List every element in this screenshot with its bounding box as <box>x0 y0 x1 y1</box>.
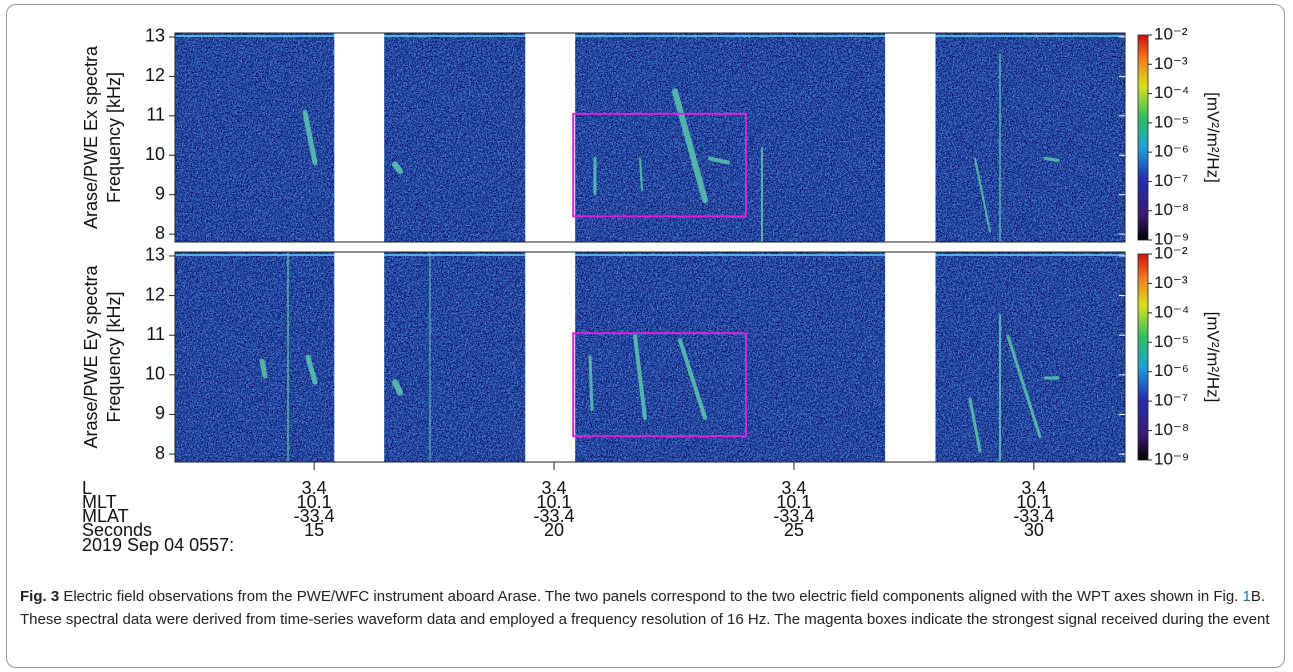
x-annotation-value: 25 <box>784 520 804 540</box>
y-axis-label: Frequency [kHz] <box>104 72 124 203</box>
colorbar-label: [mV²/m²/Hz] <box>1204 92 1223 183</box>
data-gap <box>334 33 384 243</box>
y-tick-label: 13 <box>145 26 165 46</box>
y-tick-label: 9 <box>155 403 165 423</box>
colorbar-label: [mV²/m²/Hz] <box>1204 312 1223 403</box>
y-tick-label: 12 <box>145 65 165 85</box>
colorbar-tick-label: 10⁻³ <box>1154 273 1188 292</box>
colorbar-tick-label: 10⁻³ <box>1154 54 1188 73</box>
colorbar-tick-label: 10⁻² <box>1154 24 1188 43</box>
colorbar-tick-label: 10⁻⁷ <box>1154 391 1188 410</box>
y-tick-label: 11 <box>146 324 165 344</box>
caption-text: Electric field observations from the PWE… <box>59 588 1242 605</box>
caption: Fig. 3 Electric field observations from … <box>20 585 1270 631</box>
y-tick-label: 12 <box>145 284 165 304</box>
colorbar-tick-label: 10⁻⁴ <box>1154 302 1189 321</box>
y-tick-label: 8 <box>155 223 165 243</box>
spectrogram-noise <box>175 33 1125 242</box>
data-gap <box>885 33 935 243</box>
spectrogram-noise <box>175 252 1125 462</box>
y-axis-label: Frequency [kHz] <box>104 291 124 422</box>
signal-streak <box>262 361 265 376</box>
y-tick-label: 11 <box>146 105 165 125</box>
colorbar-tick-label: 10⁻⁵ <box>1154 332 1189 351</box>
signal-streak <box>590 357 592 410</box>
colorbar-tick-label: 10⁻⁶ <box>1154 361 1189 380</box>
x-annotation-value: 30 <box>1024 520 1044 540</box>
y-axis-label: Arase/PWE Ey spectra <box>81 264 101 448</box>
data-gap <box>525 33 575 243</box>
caption-label: Fig. 3 <box>20 588 59 605</box>
y-axis-label: Arase/PWE Ex spectra <box>81 45 101 229</box>
data-gap <box>525 252 575 463</box>
colorbar-tick-label: 10⁻⁶ <box>1154 142 1189 161</box>
data-gap <box>885 252 935 463</box>
y-tick-label: 10 <box>145 364 165 384</box>
colorbar-tick-label: 10⁻⁹ <box>1154 449 1189 468</box>
x-annotation-value: 20 <box>544 520 564 540</box>
data-gap <box>334 252 384 463</box>
signal-streak <box>1045 158 1058 160</box>
colorbar <box>1138 254 1148 460</box>
colorbar <box>1138 35 1148 240</box>
colorbar-tick-label: 10⁻² <box>1154 243 1188 262</box>
x-annotation-value: 15 <box>304 520 324 540</box>
y-tick-label: 9 <box>155 183 165 203</box>
colorbar-tick-label: 10⁻⁴ <box>1154 83 1189 102</box>
colorbar-tick-label: 10⁻⁵ <box>1154 112 1189 131</box>
colorbar-tick-label: 10⁻⁸ <box>1154 200 1189 219</box>
colorbar-tick-label: 10⁻⁷ <box>1154 171 1188 190</box>
y-tick-label: 10 <box>145 144 165 164</box>
figure-link[interactable]: 1 <box>1243 588 1251 605</box>
x-date: 2019 Sep 04 0557: <box>82 535 234 555</box>
signal-streak <box>395 165 400 171</box>
colorbar-tick-label: 10⁻⁸ <box>1154 420 1189 439</box>
y-tick-label: 13 <box>145 245 165 265</box>
y-tick-label: 8 <box>155 443 165 463</box>
